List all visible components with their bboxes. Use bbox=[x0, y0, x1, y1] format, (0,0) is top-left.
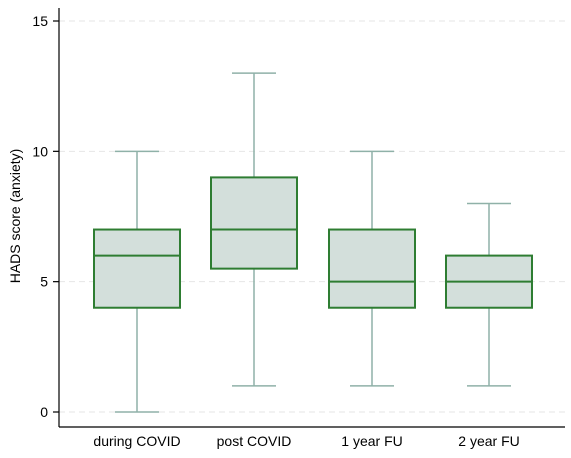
box-3 bbox=[328, 150, 416, 387]
boxes bbox=[93, 72, 533, 413]
y-axis-title: HADS score (anxiety) bbox=[7, 149, 23, 284]
y-ticks: 0 5 10 15 bbox=[32, 13, 59, 420]
x-tick-labels: during COVID post COVID 1 year FU 2 year FU bbox=[93, 433, 519, 449]
iqr-box bbox=[210, 176, 298, 270]
box-4 bbox=[445, 202, 533, 387]
x-tick-label-2: post COVID bbox=[217, 433, 292, 449]
iqr-box bbox=[93, 228, 181, 309]
y-tick-label-10: 10 bbox=[32, 143, 48, 159]
x-tick-label-4: 2 year FU bbox=[458, 433, 519, 449]
iqr-box bbox=[328, 228, 416, 309]
box-1 bbox=[93, 150, 181, 413]
y-tick-label-5: 5 bbox=[40, 274, 48, 290]
box-2 bbox=[210, 72, 298, 387]
axes bbox=[58, 8, 565, 428]
x-tick-label-3: 1 year FU bbox=[341, 433, 402, 449]
y-tick-label-15: 15 bbox=[32, 13, 48, 29]
x-tick-label-1: during COVID bbox=[93, 433, 180, 449]
y-tick-label-0: 0 bbox=[40, 404, 48, 420]
